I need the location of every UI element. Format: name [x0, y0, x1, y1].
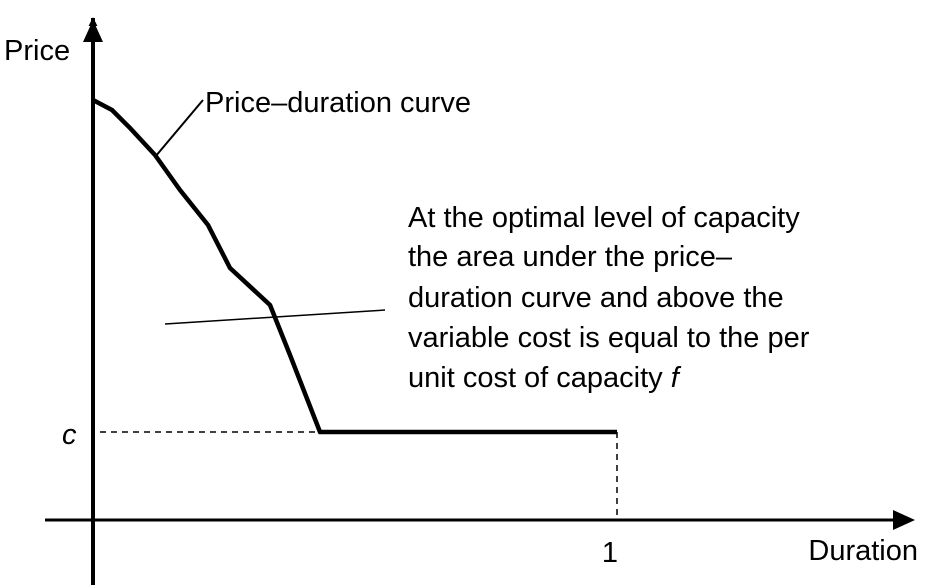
annotation-text: unit cost of capacity: [408, 362, 671, 394]
y-tick-label: c: [62, 419, 77, 451]
y-arrow: [83, 20, 103, 42]
price-duration-curve: [91, 98, 617, 435]
x-arrow: [893, 510, 915, 530]
area-line: [164, 309, 386, 325]
annotation-line: duration curve and above the: [408, 282, 784, 314]
annotation-line: the area under the price–: [408, 241, 733, 273]
annotation-symbol: f: [671, 362, 682, 394]
curve-label: Price–duration curve: [205, 87, 471, 119]
label-leader: [154, 99, 204, 158]
y-axis-label: Price: [4, 35, 70, 67]
x-axis-label: Duration: [808, 535, 918, 567]
annotation-line: variable cost is equal to the per: [408, 322, 810, 354]
annotation-line: At the optimal level of capacity: [408, 202, 800, 234]
x-tick-label: 1: [602, 537, 618, 569]
annotation-line: unit cost of capacity f: [408, 362, 682, 394]
